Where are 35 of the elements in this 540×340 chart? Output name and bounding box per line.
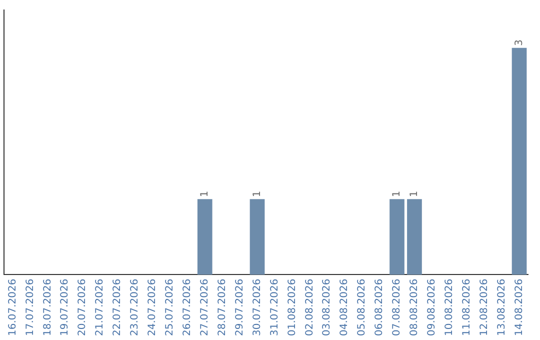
x-tick-label: 19.07.2026	[60, 278, 71, 336]
x-tick-label: 13.08.2026	[496, 278, 508, 336]
x-tick-label: 18.07.2026	[42, 278, 54, 336]
x-tick-label: 12.08.2026	[478, 278, 490, 336]
x-tick-label: 28.07.2026	[216, 278, 228, 336]
x-tick-label: 16.07.2026	[7, 278, 18, 336]
x-tick-label: 06.08.2026	[374, 278, 386, 336]
x-tick-label: 24.07.2026	[147, 278, 158, 336]
x-tick-label: 31.07.2026	[269, 278, 280, 336]
x-tick-label: 25.07.2026	[164, 278, 176, 336]
x-tick-label: 23.07.2026	[130, 278, 141, 336]
x-tick-label: 04.08.2026	[339, 278, 350, 336]
x-tick-label: 05.08.2026	[356, 278, 368, 336]
data-label: 1	[199, 190, 210, 198]
data-label: 1	[409, 190, 420, 198]
x-tick-label: 10.08.2026	[444, 278, 455, 336]
data-label: 1	[252, 190, 263, 198]
x-tick-label: 27.07.2026	[199, 278, 210, 336]
x-tick-label: 26.07.2026	[182, 278, 193, 336]
x-tick-label: 03.08.2026	[322, 278, 333, 336]
x-tick-label: 09.08.2026	[426, 278, 438, 336]
data-label: 1	[392, 190, 403, 198]
x-tick-label: 20.07.2026	[77, 278, 88, 336]
x-tick-label: 07.08.2026	[392, 278, 403, 336]
data-label: 3	[514, 39, 525, 46]
x-tick-label: 21.07.2026	[94, 278, 106, 336]
x-tick-label: 22.07.2026	[112, 278, 124, 336]
x-tick-label: 14.08.2026	[514, 278, 525, 336]
x-tick-label: 02.08.2026	[304, 278, 316, 336]
x-tick-label: 01.08.2026	[286, 278, 298, 336]
x-tick-label: 11.08.2026	[461, 278, 472, 336]
x-tick-label: 17.07.2026	[24, 278, 36, 336]
x-tick-label: 08.08.2026	[409, 278, 420, 336]
x-tick-label: 29.07.2026	[234, 278, 246, 336]
x-tick-label: 30.07.2026	[252, 278, 263, 336]
